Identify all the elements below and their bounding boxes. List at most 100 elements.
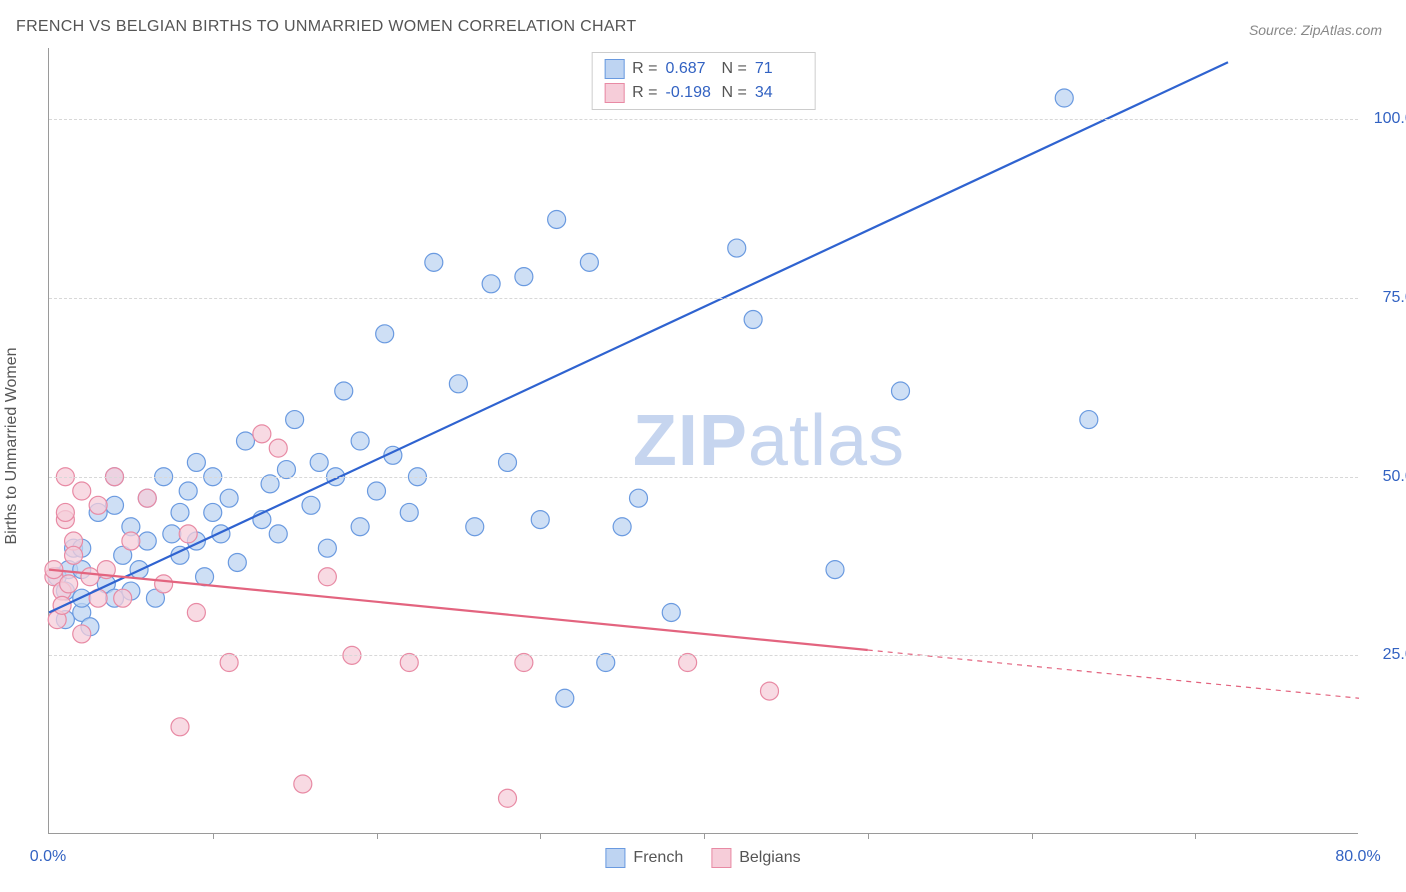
scatter-point	[81, 568, 99, 586]
scatter-point	[237, 432, 255, 450]
plot-svg	[49, 48, 1358, 833]
scatter-point	[204, 503, 222, 521]
scatter-point	[302, 496, 320, 514]
xtick	[868, 833, 869, 839]
xtick	[1032, 833, 1033, 839]
ytick-label: 50.0%	[1368, 468, 1406, 486]
scatter-point	[761, 682, 779, 700]
scatter-point	[1055, 89, 1073, 107]
scatter-point	[466, 518, 484, 536]
gridline	[49, 655, 1358, 656]
scatter-point	[376, 325, 394, 343]
scatter-point	[531, 511, 549, 529]
scatter-point	[294, 775, 312, 793]
scatter-point	[400, 503, 418, 521]
xtick	[1195, 833, 1196, 839]
xtick	[704, 833, 705, 839]
scatter-point	[114, 589, 132, 607]
legend-item: French	[605, 848, 683, 868]
scatter-point	[89, 496, 107, 514]
scatter-point	[228, 553, 246, 571]
source-credit: Source: ZipAtlas.com	[1249, 22, 1382, 38]
scatter-point	[515, 268, 533, 286]
scatter-point	[351, 518, 369, 536]
ytick-label: 100.0%	[1368, 110, 1406, 128]
scatter-point	[187, 453, 205, 471]
legend-series: French Belgians	[605, 848, 800, 868]
scatter-point	[171, 503, 189, 521]
chart-title: FRENCH VS BELGIAN BIRTHS TO UNMARRIED WO…	[16, 18, 636, 36]
scatter-point	[556, 689, 574, 707]
scatter-point	[425, 253, 443, 271]
scatter-point	[122, 532, 140, 550]
scatter-point	[253, 425, 271, 443]
scatter-point	[744, 311, 762, 329]
scatter-point	[499, 789, 517, 807]
xtick-label: 0.0%	[30, 848, 66, 866]
scatter-point	[65, 546, 83, 564]
scatter-point	[892, 382, 910, 400]
scatter-point	[482, 275, 500, 293]
plot-area: ZIPatlas R =0.687N =71R =-0.198N =34 25.…	[48, 48, 1358, 834]
y-axis-label: Births to Unmarried Women	[3, 347, 21, 544]
scatter-point	[171, 718, 189, 736]
trend-line	[49, 570, 868, 650]
scatter-point	[60, 575, 78, 593]
scatter-point	[187, 603, 205, 621]
scatter-point	[196, 568, 214, 586]
legend-n-label: N =	[722, 84, 747, 102]
gridline	[49, 119, 1358, 120]
legend-swatch	[711, 848, 731, 868]
legend-row: R =0.687N =71	[600, 57, 807, 81]
scatter-point	[826, 561, 844, 579]
scatter-point	[318, 539, 336, 557]
scatter-point	[73, 625, 91, 643]
legend-swatch	[605, 848, 625, 868]
legend-row: R = -0.198 N = 34	[600, 81, 807, 105]
xtick	[540, 833, 541, 839]
scatter-point	[548, 210, 566, 228]
scatter-point	[728, 239, 746, 257]
scatter-point	[73, 482, 91, 500]
legend-swatch	[604, 83, 624, 103]
xtick	[377, 833, 378, 839]
xtick	[213, 833, 214, 839]
scatter-point	[368, 482, 386, 500]
trend-line-dashed	[868, 650, 1359, 698]
legend-n-value: 71	[755, 60, 803, 78]
gridline	[49, 477, 1358, 478]
scatter-point	[212, 525, 230, 543]
legend-r-label: R =	[632, 60, 657, 78]
gridline	[49, 298, 1358, 299]
legend-n-label: N =	[722, 60, 747, 78]
scatter-point	[318, 568, 336, 586]
scatter-point	[269, 525, 287, 543]
scatter-point	[179, 525, 197, 543]
legend-r-value: -0.198	[666, 84, 714, 102]
trend-line	[49, 62, 1228, 612]
scatter-point	[580, 253, 598, 271]
legend-swatch	[604, 59, 624, 79]
ytick-label: 25.0%	[1368, 646, 1406, 664]
scatter-point	[1080, 411, 1098, 429]
scatter-point	[269, 439, 287, 457]
legend-n-value: 34	[755, 84, 803, 102]
scatter-point	[155, 575, 173, 593]
scatter-point	[630, 489, 648, 507]
scatter-point	[106, 496, 124, 514]
legend-correlation: R =0.687N =71R =-0.198N =34	[591, 52, 816, 110]
legend-r-label: R =	[632, 84, 657, 102]
scatter-point	[220, 489, 238, 507]
xtick-label: 80.0%	[1335, 848, 1380, 866]
scatter-point	[449, 375, 467, 393]
scatter-point	[138, 532, 156, 550]
legend-item-label: Belgians	[739, 849, 800, 867]
scatter-point	[138, 489, 156, 507]
scatter-point	[662, 603, 680, 621]
scatter-point	[613, 518, 631, 536]
scatter-point	[351, 432, 369, 450]
scatter-point	[499, 453, 517, 471]
ytick-label: 75.0%	[1368, 289, 1406, 307]
scatter-point	[286, 411, 304, 429]
scatter-point	[179, 482, 197, 500]
